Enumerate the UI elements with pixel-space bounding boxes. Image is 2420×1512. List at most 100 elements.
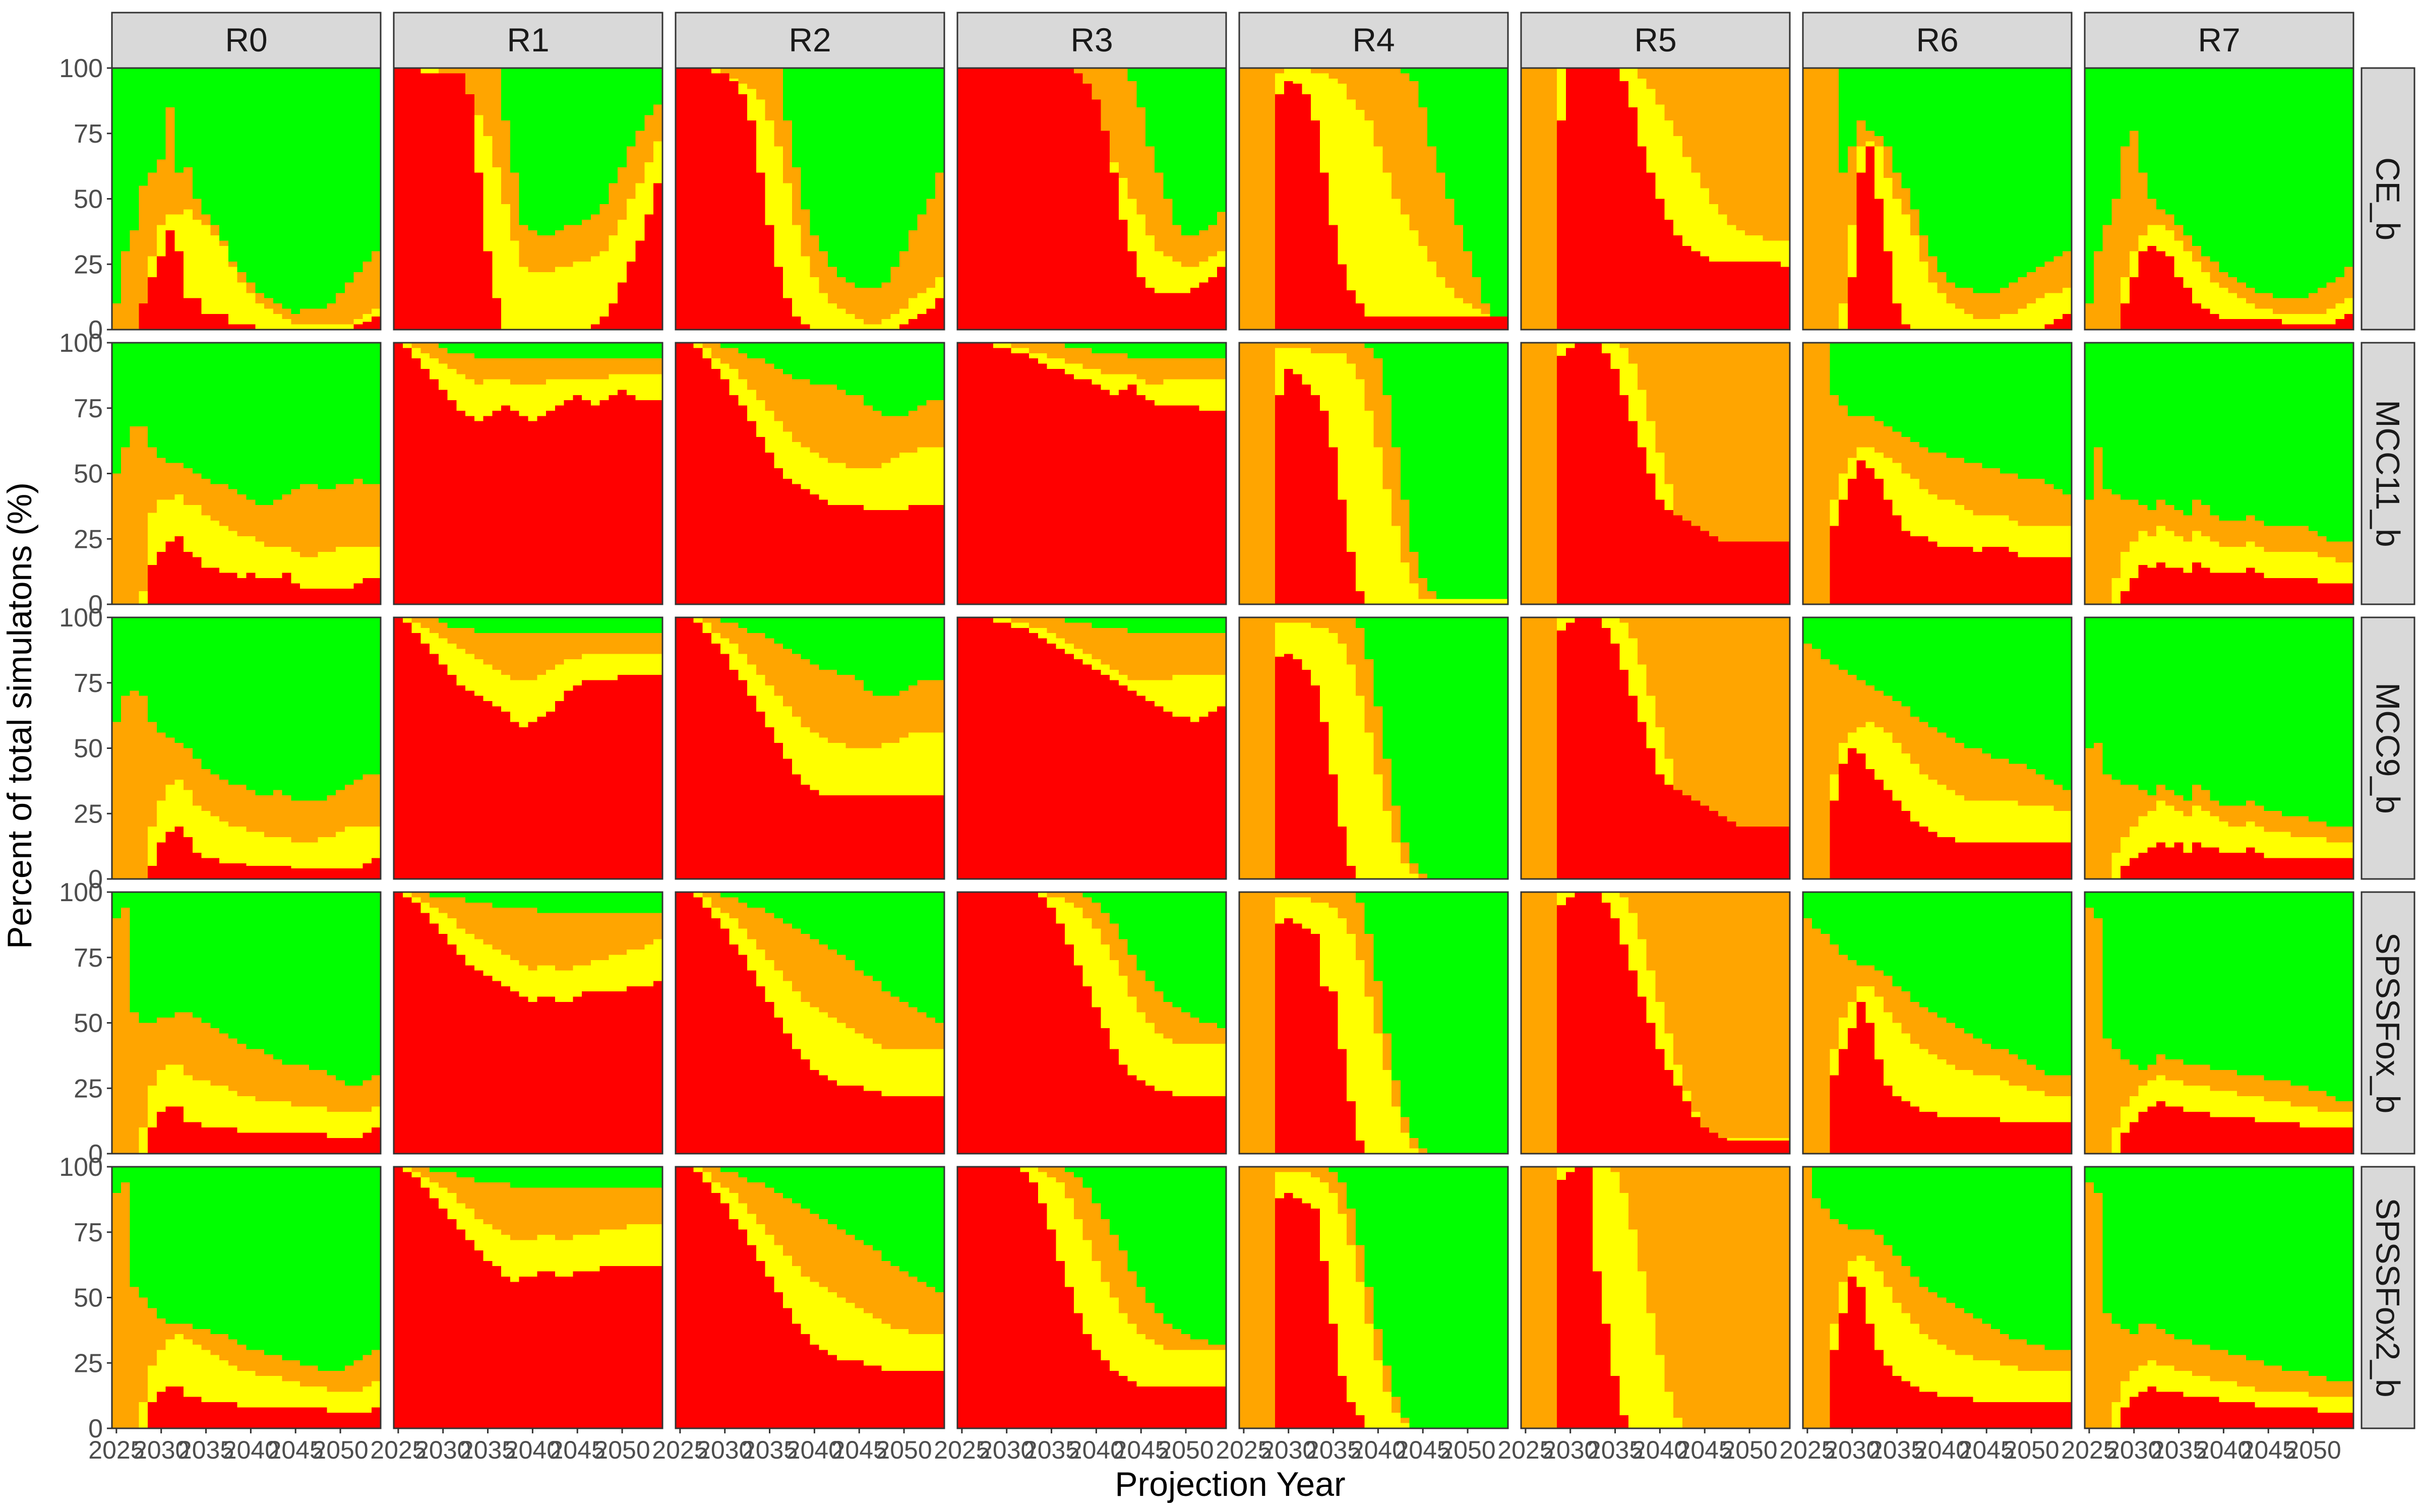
area-red-MCC11_b-R2-2038	[792, 484, 802, 604]
area-red-CE_b-R7-2047	[2281, 324, 2291, 330]
area-red-MCC9_b-R2-2046	[864, 795, 873, 879]
area-yellow-CE_b-R1-2037	[501, 204, 511, 330]
area-green-MCC11_b-R6-2035	[1892, 343, 1902, 432]
area-red-MCC9_b-R0-2032	[174, 827, 184, 879]
area-green-MCC9_b-R2-2037	[783, 617, 793, 649]
area-orange-SPSSFox_b-R5-2045	[1700, 892, 1710, 1128]
area-yellow-CE_b-R0-2047	[309, 324, 319, 330]
area-orange-SPSSFox2_b-R3-2046	[1145, 1302, 1155, 1340]
area-red-MCC11_b-R7-2029	[2121, 591, 2130, 604]
area-orange-MCC9_b-R1-2047	[590, 633, 600, 654]
area-red-MCC9_b-R2-2036	[774, 743, 783, 879]
area-yellow-SPSSFox_b-R1-2053	[644, 944, 654, 986]
area-green-SPSSFox2_b-R4-2046	[1427, 1167, 1437, 1428]
area-green-MCC11_b-R0-2037	[219, 343, 229, 484]
area-red-CE_b-R4-2041	[1382, 317, 1392, 330]
area-yellow-SPSSFox2_b-R5-2037	[1628, 1229, 1638, 1428]
area-red-SPSSFox2_b-R2-2040	[810, 1344, 819, 1428]
area-orange-MCC9_b-R7-2027	[2102, 774, 2112, 879]
area-orange-SPSSFox2_b-R1-2041	[537, 1187, 547, 1235]
area-green-MCC9_b-R1-2034	[474, 617, 484, 634]
area-green-CE_b-R6-2054	[2063, 68, 2072, 251]
area-yellow-CE_b-R7-2035	[2174, 240, 2184, 278]
area-yellow-SPSSFox2_b-R3-2045	[1136, 1334, 1146, 1387]
area-red-SPSSFox2_b-R4-2036	[1338, 1376, 1347, 1428]
area-orange-MCC11_b-R1-2028	[420, 343, 430, 353]
area-green-SPSSFox2_b-R3-2037	[1065, 1167, 1074, 1172]
area-green-SPSSFox2_b-R0-2033	[184, 1167, 193, 1324]
area-yellow-CE_b-R2-2051	[908, 298, 918, 320]
area-green-SPSSFox2_b-R0-2048	[318, 1167, 327, 1371]
area-green-CE_b-R7-2041	[2228, 68, 2237, 278]
area-yellow-CE_b-R6-2042	[1955, 308, 1965, 330]
area-green-CE_b-R6-2046	[1991, 68, 2001, 293]
y-tick-label: 50	[74, 1284, 103, 1313]
area-orange-MCC11_b-R5-2051	[1753, 343, 1764, 542]
area-orange-CE_b-R3-2040	[1092, 68, 1101, 100]
area-red-CE_b-R7-2031	[2138, 251, 2148, 330]
panel-border	[1520, 891, 1791, 1155]
area-orange-MCC11_b-R3-2049	[1172, 358, 1182, 380]
area-orange-MCC11_b-R1-2052	[635, 358, 645, 374]
area-red-MCC9_b-R5-2039	[1646, 748, 1656, 879]
area-red-MCC9_b-R3-2039	[1082, 664, 1093, 879]
area-green-MCC11_b-R0-2047	[309, 343, 319, 484]
area-green-SPSSFox2_b-R7-2044	[2255, 1167, 2264, 1361]
area-green-SPSSFox2_b-R6-2034	[1883, 1167, 1893, 1245]
area-yellow-CE_b-R0-2029	[148, 256, 157, 278]
panel-MCC9_b-R7	[2084, 616, 2354, 880]
area-yellow-CE_b-R5-2040	[1655, 104, 1665, 199]
area-yellow-SPSSFox_b-R7-2028	[2111, 1127, 2121, 1154]
area-orange-MCC11_b-R1-2035	[483, 358, 493, 380]
area-yellow-MCC11_b-R0-2045	[291, 552, 300, 584]
area-yellow-SPSSFox2_b-R0-2041	[255, 1376, 265, 1408]
area-red-SPSSFox2_b-R7-2044	[2255, 1407, 2264, 1428]
area-yellow-MCC11_b-R7-2044	[2255, 546, 2264, 573]
area-orange-CE_b-R7-2025	[2085, 303, 2094, 330]
area-orange-SPSSFox_b-R5-2026	[1530, 892, 1540, 1154]
area-red-SPSSFox2_b-R0-2043	[273, 1407, 283, 1428]
area-red-SPSSFox2_b-R2-2045	[855, 1360, 864, 1428]
area-green-SPSSFox_b-R1-2030	[438, 892, 448, 898]
area-orange-MCC11_b-R3-2036	[1056, 343, 1065, 359]
area-orange-SPSSFox_b-R6-2030	[1847, 960, 1857, 1002]
area-yellow-MCC9_b-R1-2050	[618, 654, 627, 675]
area-green-MCC11_b-R7-2048	[2290, 343, 2300, 526]
area-red-CE_b-R0-2038	[228, 324, 238, 330]
area-orange-MCC11_b-R5-2042	[1673, 343, 1683, 516]
area-orange-SPSSFox2_b-R7-2030	[2129, 1334, 2139, 1371]
area-orange-MCC9_b-R3-2050	[1181, 633, 1191, 675]
area-orange-MCC9_b-R0-2042	[264, 795, 274, 837]
area-yellow-SPSSFox2_b-R3-2036	[1056, 1182, 1065, 1261]
area-orange-SPSSFox2_b-R7-2040	[2219, 1350, 2228, 1381]
panel-border	[1520, 342, 1791, 605]
area-green-SPSSFox2_b-R0-2052	[353, 1167, 364, 1361]
area-yellow-SPSSFox_b-R6-2050	[2027, 1091, 2036, 1122]
area-yellow-MCC11_b-R7-2050	[2309, 552, 2318, 579]
area-red-MCC9_b-R0-2053	[362, 863, 372, 879]
area-green-SPSSFox_b-R6-2042	[1955, 892, 1965, 1028]
area-green-SPSSFox2_b-R1-2040	[528, 1167, 537, 1188]
area-red-SPSSFox_b-R0-2034	[192, 1122, 202, 1154]
area-red-SPSSFox2_b-R1-2052	[635, 1266, 645, 1428]
area-yellow-MCC11_b-R7-2032	[2147, 536, 2157, 568]
area-yellow-MCC11_b-R2-2050	[899, 452, 909, 511]
area-green-SPSSFox2_b-R2-2040	[810, 1167, 819, 1214]
area-yellow-CE_b-R0-2037	[219, 245, 229, 314]
panel-SPSSFox_b-R7	[2084, 891, 2354, 1155]
area-yellow-MCC11_b-R1-2049	[609, 374, 618, 395]
area-green-CE_b-R6-2033	[1874, 68, 1884, 136]
area-red-CE_b-R3-2042	[1110, 172, 1119, 330]
area-green-MCC9_b-R2-2038	[792, 617, 802, 654]
area-red-CE_b-R5-2033	[1593, 68, 1602, 330]
area-green-CE_b-R7-2038	[2201, 68, 2211, 257]
area-yellow-CE_b-R2-2046	[864, 324, 873, 330]
area-yellow-SPSSFox_b-R7-2029	[2121, 1106, 2130, 1133]
x-tick-label: 2030	[1260, 1436, 1316, 1464]
area-green-SPSSFox_b-R6-2031	[1856, 892, 1866, 966]
area-red-MCC11_b-R5-2045	[1700, 531, 1710, 604]
area-yellow-MCC11_b-R4-2039	[1364, 410, 1374, 604]
area-green-SPSSFox_b-R6-2051	[2035, 892, 2045, 1070]
area-red-MCC9_b-R0-2043	[273, 866, 283, 879]
area-orange-CE_b-R5-2053	[1772, 68, 1781, 241]
